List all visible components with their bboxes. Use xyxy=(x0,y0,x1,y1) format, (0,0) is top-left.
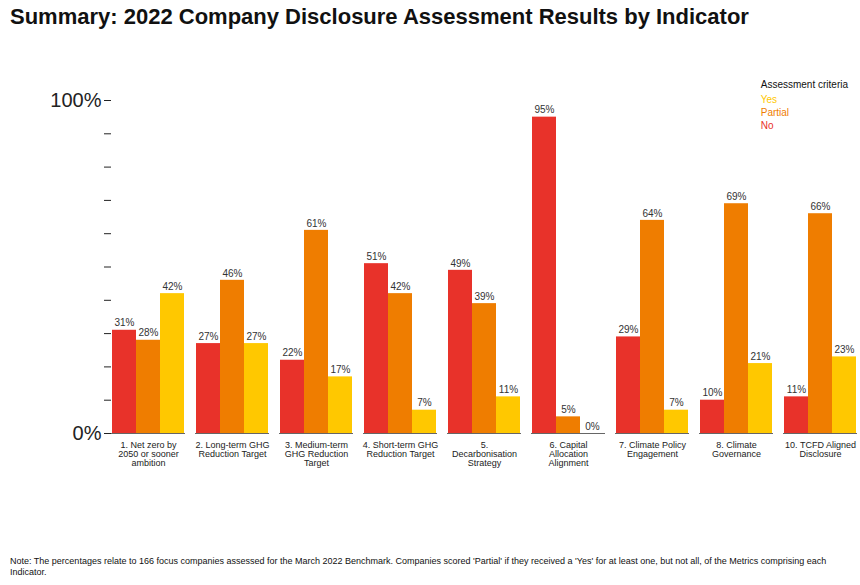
svg-text:7%: 7% xyxy=(669,397,684,408)
html-text:Assessment criteria: Assessment criteria xyxy=(760,79,848,90)
svg-text:5.DecarbonisationStrategy: 5.DecarbonisationStrategy xyxy=(452,440,517,468)
html-text:Note: The percentages relate t: Note: The percentages relate to 166 focu… xyxy=(10,556,827,577)
svg-text:42%: 42% xyxy=(390,281,410,292)
html-text:Summary: 2022 Company Disclosu: Summary: 2022 Company Disclosure Assessm… xyxy=(10,4,749,29)
svg-text:66%: 66% xyxy=(810,201,830,212)
svg-text:95%: 95% xyxy=(534,104,554,115)
svg-text:10. TCFD AlignedDisclosure: 10. TCFD AlignedDisclosure xyxy=(785,440,856,459)
svg-text:1. Net zero by2050 or sooneram: 1. Net zero by2050 or soonerambition xyxy=(118,440,179,468)
svg-text:64%: 64% xyxy=(642,208,662,219)
svg-text:17%: 17% xyxy=(330,364,350,375)
svg-text:2. Long-term GHGReduction Targ: 2. Long-term GHGReduction Target xyxy=(195,440,269,459)
svg-text:27%: 27% xyxy=(198,331,218,342)
svg-text:8. ClimateGovernance: 8. ClimateGovernance xyxy=(712,440,761,459)
svg-text:49%: 49% xyxy=(450,258,470,269)
svg-text:7. Climate PolicyEngagement: 7. Climate PolicyEngagement xyxy=(619,440,687,459)
svg-text:31%: 31% xyxy=(114,317,134,328)
svg-text:4. Short-term GHGReduction Tar: 4. Short-term GHGReduction Target xyxy=(363,440,439,459)
svg-text:61%: 61% xyxy=(306,218,326,229)
svg-text:21%: 21% xyxy=(750,351,770,362)
svg-text:51%: 51% xyxy=(366,251,386,262)
html-text:Partial: Partial xyxy=(760,107,790,118)
svg-text:28%: 28% xyxy=(138,327,158,338)
html-text:No: No xyxy=(760,120,774,131)
svg-text:11%: 11% xyxy=(787,384,806,395)
svg-text:6. CapitalAllocationAlignment: 6. CapitalAllocationAlignment xyxy=(548,440,589,468)
svg-text:11%: 11% xyxy=(499,384,518,395)
svg-text:10%: 10% xyxy=(702,387,722,398)
svg-text:42%: 42% xyxy=(162,281,182,292)
svg-text:23%: 23% xyxy=(834,344,854,355)
svg-text:69%: 69% xyxy=(726,191,746,202)
html-text:Yes: Yes xyxy=(760,94,778,105)
svg-text:29%: 29% xyxy=(618,324,638,335)
svg-text:3. Medium-termGHG ReductionTar: 3. Medium-termGHG ReductionTarget xyxy=(285,440,349,468)
svg-text:0%: 0% xyxy=(585,421,600,432)
svg-text:5%: 5% xyxy=(561,404,576,415)
svg-text:46%: 46% xyxy=(222,268,242,279)
svg-text:22%: 22% xyxy=(282,347,302,358)
svg-text:7%: 7% xyxy=(417,397,432,408)
svg-text:39%: 39% xyxy=(474,291,494,302)
svg-text:0%: 0% xyxy=(73,422,102,444)
svg-text:27%: 27% xyxy=(246,331,266,342)
svg-text:100%: 100% xyxy=(50,89,101,111)
